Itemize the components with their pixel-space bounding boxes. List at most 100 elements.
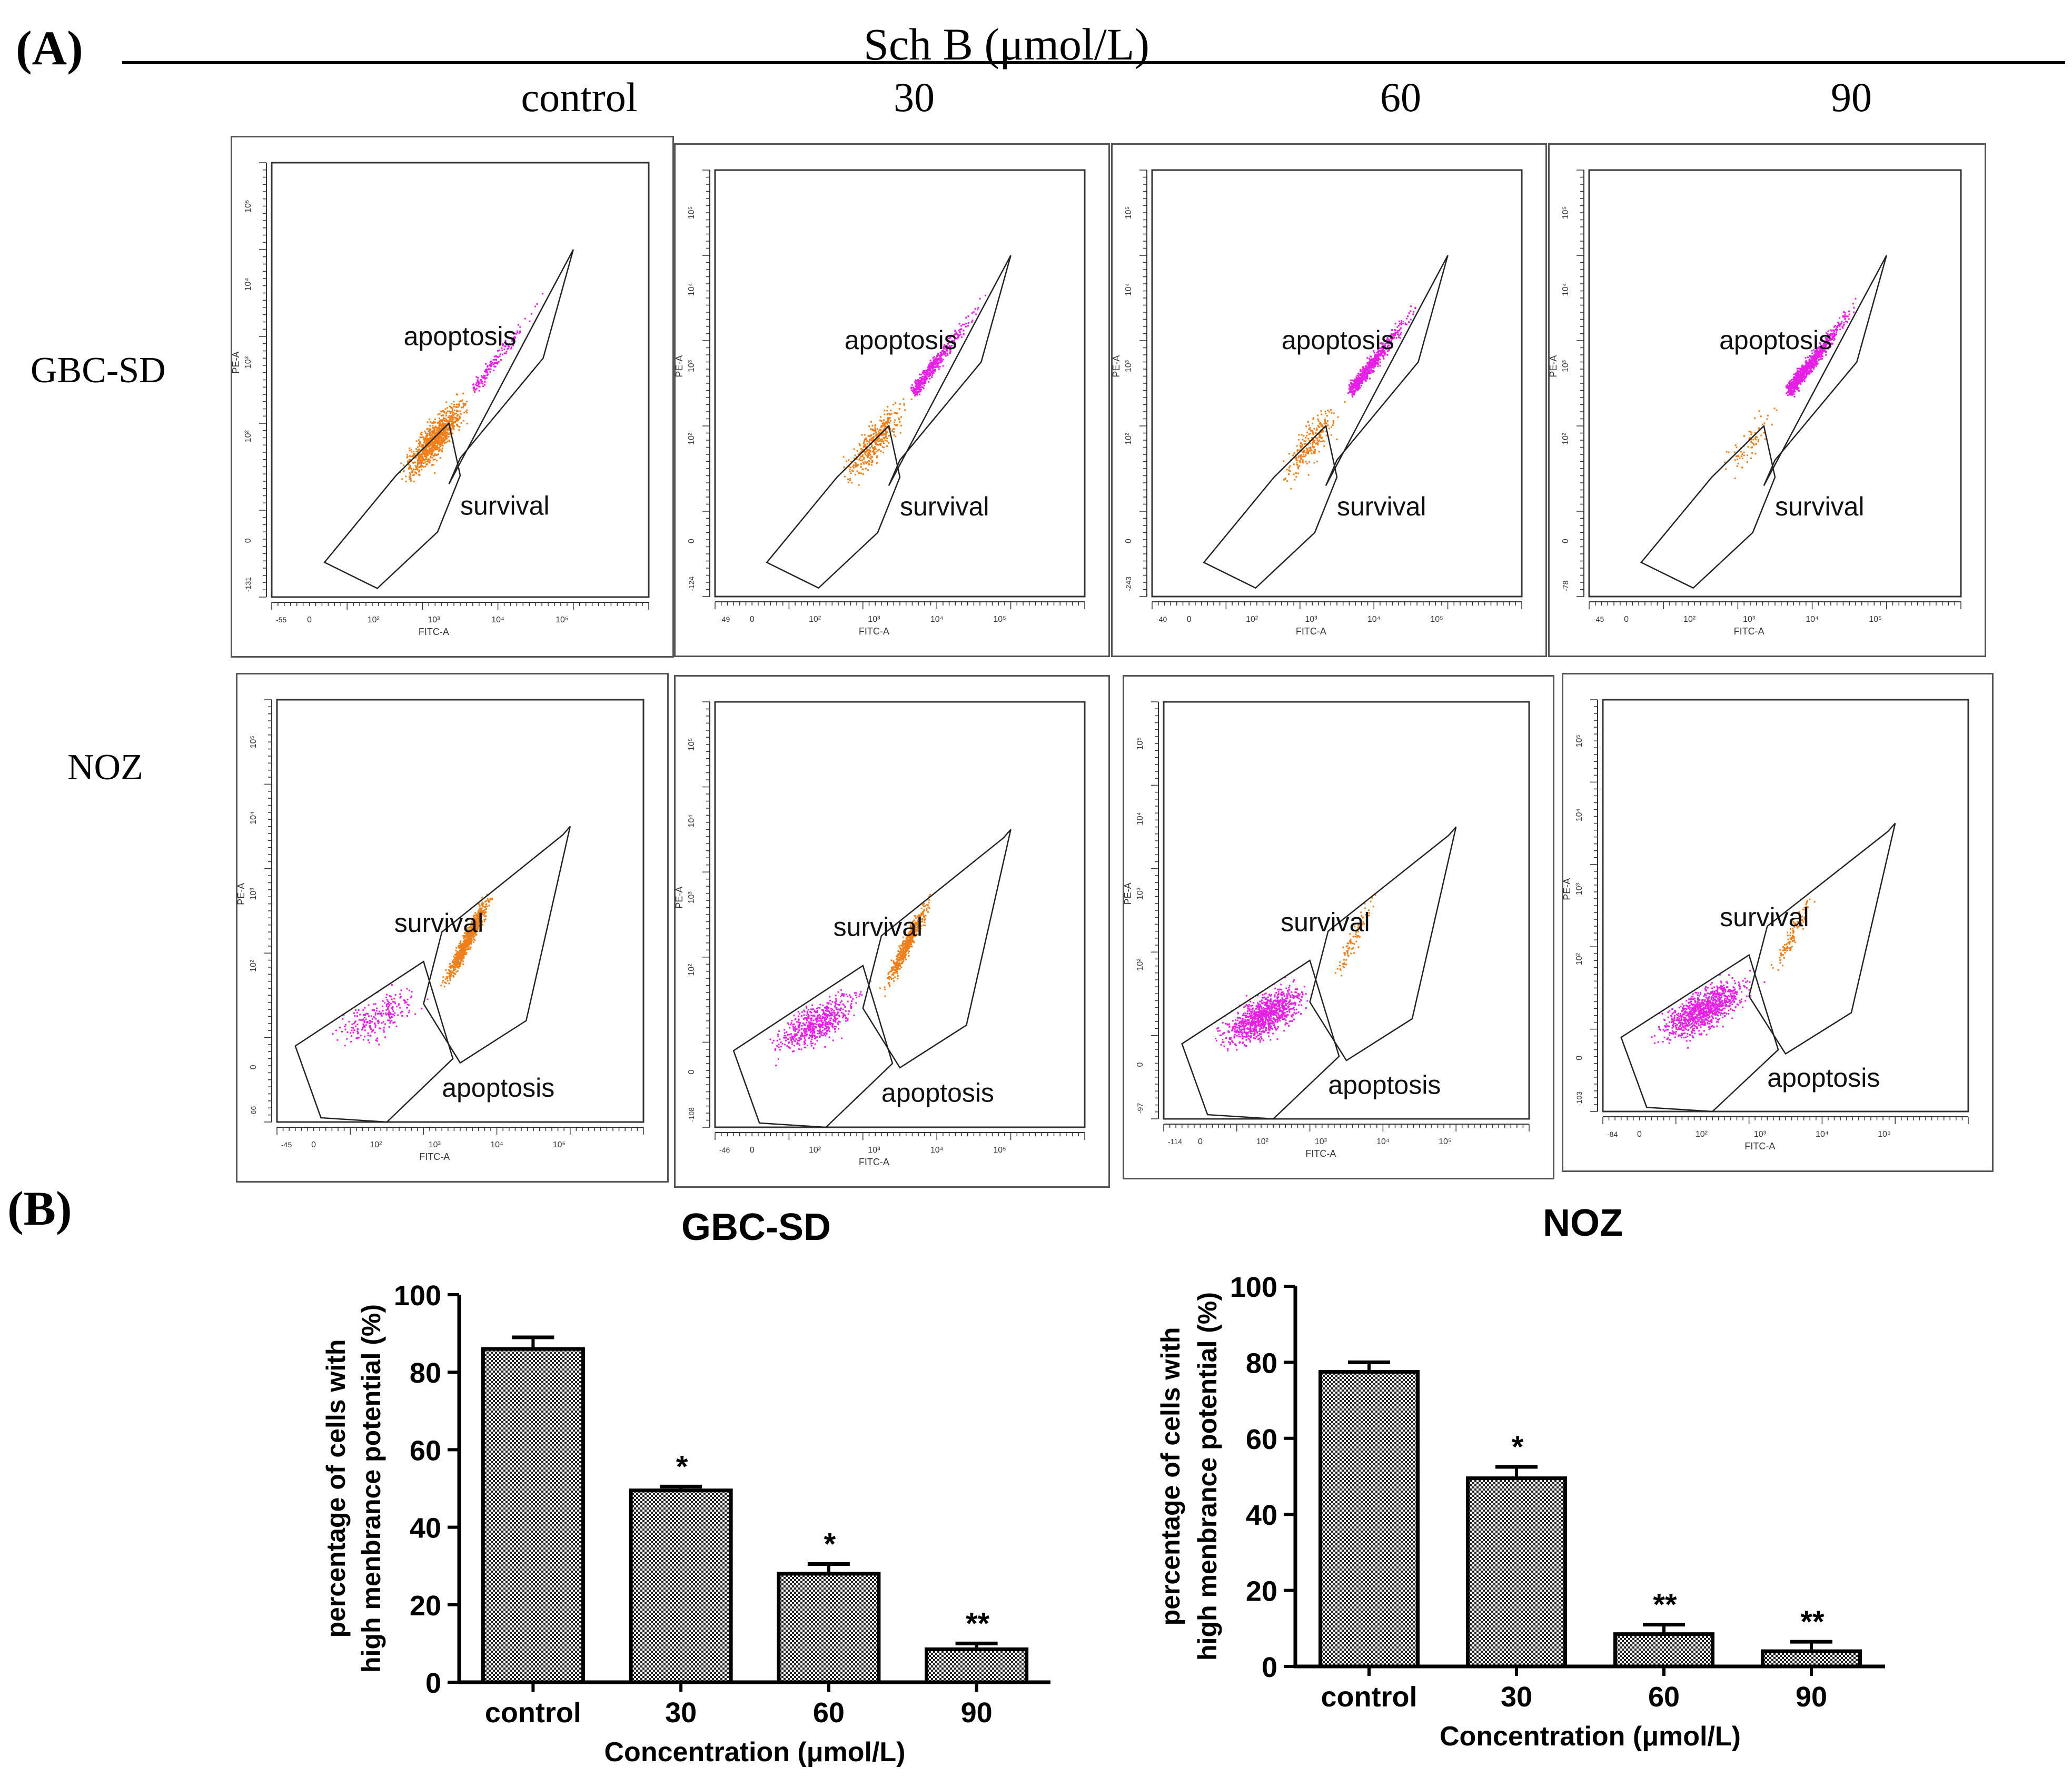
x-tick-label: 0 — [750, 1146, 755, 1155]
y-tick-label: 10⁵ — [1136, 737, 1145, 750]
apoptosis-gate — [448, 249, 574, 485]
x-tick-label: 10⁴ — [490, 1140, 503, 1149]
flow-panel: 0 10² 10³ 10⁴ 10⁵ -84 0 10² 10³ 10⁴ 10⁵ -103 FITC-A P… — [1562, 673, 1994, 1172]
x-min-label: -46 — [719, 1146, 730, 1154]
x-min-label: -45 — [1593, 615, 1604, 623]
y-tick-label: 10⁵ — [249, 736, 258, 748]
y-tick-label: 0 — [425, 1667, 441, 1699]
panel-a-label: (A) — [16, 21, 83, 75]
x-axis-label: FITC-A — [1744, 1141, 1775, 1151]
y-tick-label: 0 — [1575, 1056, 1584, 1060]
flow-plot-frame — [271, 162, 650, 598]
x-tick-label: 10³ — [1315, 1137, 1327, 1146]
bar-charts: 0 20 40 60 80 100 control * 30 * 60 ** 90 Concentrati… — [321, 1272, 1885, 1768]
y-axis-label: PE-A — [1124, 882, 1133, 905]
column-label-30: 30 — [894, 74, 935, 120]
x-tick-label: 90 — [1796, 1681, 1827, 1713]
flow-panel: 0 10² 10³ 10⁴ 10⁵ -40 0 10² 10³ 10⁴ 10⁵ -243 FITC-A P… — [1111, 143, 1547, 657]
y-axis-label-line2: high menbrance potential (%) — [356, 1304, 386, 1673]
column-label-control: control — [521, 74, 638, 120]
y-tick-label: 10⁴ — [1575, 808, 1584, 821]
y-tick-label: 10² — [687, 964, 696, 976]
x-tick-label: 10⁵ — [993, 1146, 1006, 1155]
bar-30 — [1466, 1476, 1567, 1669]
y-tick-label: 10⁴ — [687, 283, 696, 296]
bar-chart-noz: 0 20 40 60 80 100 control * 30 ** 60 ** 90 Concentrat… — [1156, 1272, 1885, 1752]
y-tick-label: 80 — [410, 1357, 441, 1389]
y-tick-label: 10⁵ — [1575, 734, 1584, 747]
survival-label: survival — [460, 491, 549, 520]
x-tick-label: 10² — [1683, 615, 1696, 624]
x-axis-label: FITC-A — [859, 626, 889, 637]
y-tick-label: 10² — [687, 432, 696, 445]
x-tick-label: 10² — [809, 1146, 821, 1155]
y-tick-label: 10³ — [687, 360, 696, 372]
y-tick-label: 10⁴ — [1124, 283, 1133, 296]
survival-label: survival — [1337, 492, 1426, 521]
y-tick-label: 10⁵ — [687, 738, 696, 751]
y-tick-label: 10³ — [1575, 882, 1584, 895]
bar-control — [481, 1347, 585, 1684]
flow-plot-frame — [714, 701, 1086, 1128]
x-tick-label: 10³ — [1743, 615, 1756, 624]
x-tick-label: 10² — [1256, 1137, 1269, 1146]
x-tick-label: 0 — [1187, 615, 1192, 624]
flow-panel: 0 10² 10³ 10⁴ 10⁵ -55 0 10² 10³ 10⁴ 10⁵ -131 FITC-A P… — [231, 136, 674, 658]
chart-title-noz: NOZ — [1543, 1202, 1623, 1244]
y-tick-label: 10⁴ — [687, 815, 696, 828]
apoptosis-gate — [1181, 959, 1340, 1120]
apoptosis-gate — [1325, 255, 1449, 486]
x-tick-label: 0 — [307, 616, 312, 624]
x-tick-label: 10⁵ — [556, 616, 568, 624]
x-tick-label: 0 — [311, 1140, 316, 1149]
x-axis-label: FITC-A — [1305, 1148, 1336, 1159]
apoptosis-gate — [1620, 954, 1779, 1113]
x-tick-label: 60 — [1648, 1681, 1680, 1713]
y-tick-label: 10² — [1124, 432, 1133, 445]
apoptosis-label: apoptosis — [1282, 325, 1394, 355]
significance-marker: * — [824, 1527, 836, 1562]
column-label-90: 90 — [1831, 74, 1872, 120]
x-min-label: -114 — [1168, 1137, 1182, 1146]
y-tick-label: 0 — [1136, 1062, 1145, 1067]
x-tick-label: 0 — [1637, 1130, 1642, 1139]
x-min-label: -40 — [1156, 615, 1167, 623]
y-tick-label: 20 — [410, 1590, 441, 1622]
y-tick-label: 10² — [249, 959, 258, 972]
chart-title-gbc-sd: GBC-SD — [681, 1206, 831, 1248]
x-tick-label: 0 — [750, 615, 755, 624]
y-tick-label: 10³ — [1561, 360, 1570, 372]
flow-panel: 0 10² 10³ 10⁴ 10⁵ -46 0 10² 10³ 10⁴ 10⁵ -108 FITC-A P… — [674, 675, 1110, 1188]
y-tick-label: 0 — [687, 539, 696, 543]
x-min-label: -45 — [281, 1140, 292, 1149]
x-tick-label: 0 — [1198, 1137, 1203, 1146]
x-axis-label: FITC-A — [1296, 626, 1326, 637]
y-min-label: -97 — [1136, 1103, 1144, 1114]
y-tick-label: 10⁴ — [249, 811, 258, 825]
y-tick-label: 0 — [244, 538, 253, 543]
y-min-label: -66 — [249, 1106, 257, 1117]
x-tick-label: 10³ — [428, 616, 440, 624]
column-label-60: 60 — [1380, 74, 1421, 120]
y-min-label: -131 — [244, 577, 252, 592]
x-tick-label: 0 — [1624, 615, 1629, 624]
y-min-label: -124 — [687, 577, 696, 591]
survival-gate — [323, 422, 461, 590]
x-tick-label: 10⁴ — [1376, 1137, 1390, 1146]
x-tick-label: control — [485, 1697, 581, 1729]
y-tick-label: 10⁵ — [1561, 206, 1570, 219]
apoptosis-label: apoptosis — [1328, 1070, 1441, 1099]
y-tick-label: 10² — [1136, 958, 1145, 971]
y-tick-label: 0 — [1561, 539, 1570, 543]
apoptosis-gate — [888, 255, 1012, 486]
survival-gate — [1309, 826, 1457, 1061]
x-tick-label: 90 — [961, 1697, 993, 1729]
x-min-label: -84 — [1607, 1130, 1618, 1138]
x-tick-label: 10³ — [429, 1140, 441, 1149]
y-tick-label: 100 — [1230, 1272, 1277, 1303]
y-tick-label: 10² — [244, 430, 253, 443]
survival-gate — [766, 424, 901, 589]
flow-plot-frame — [276, 699, 645, 1123]
x-axis-label: FITC-A — [419, 627, 449, 637]
y-tick-label: 10⁵ — [1124, 206, 1133, 219]
